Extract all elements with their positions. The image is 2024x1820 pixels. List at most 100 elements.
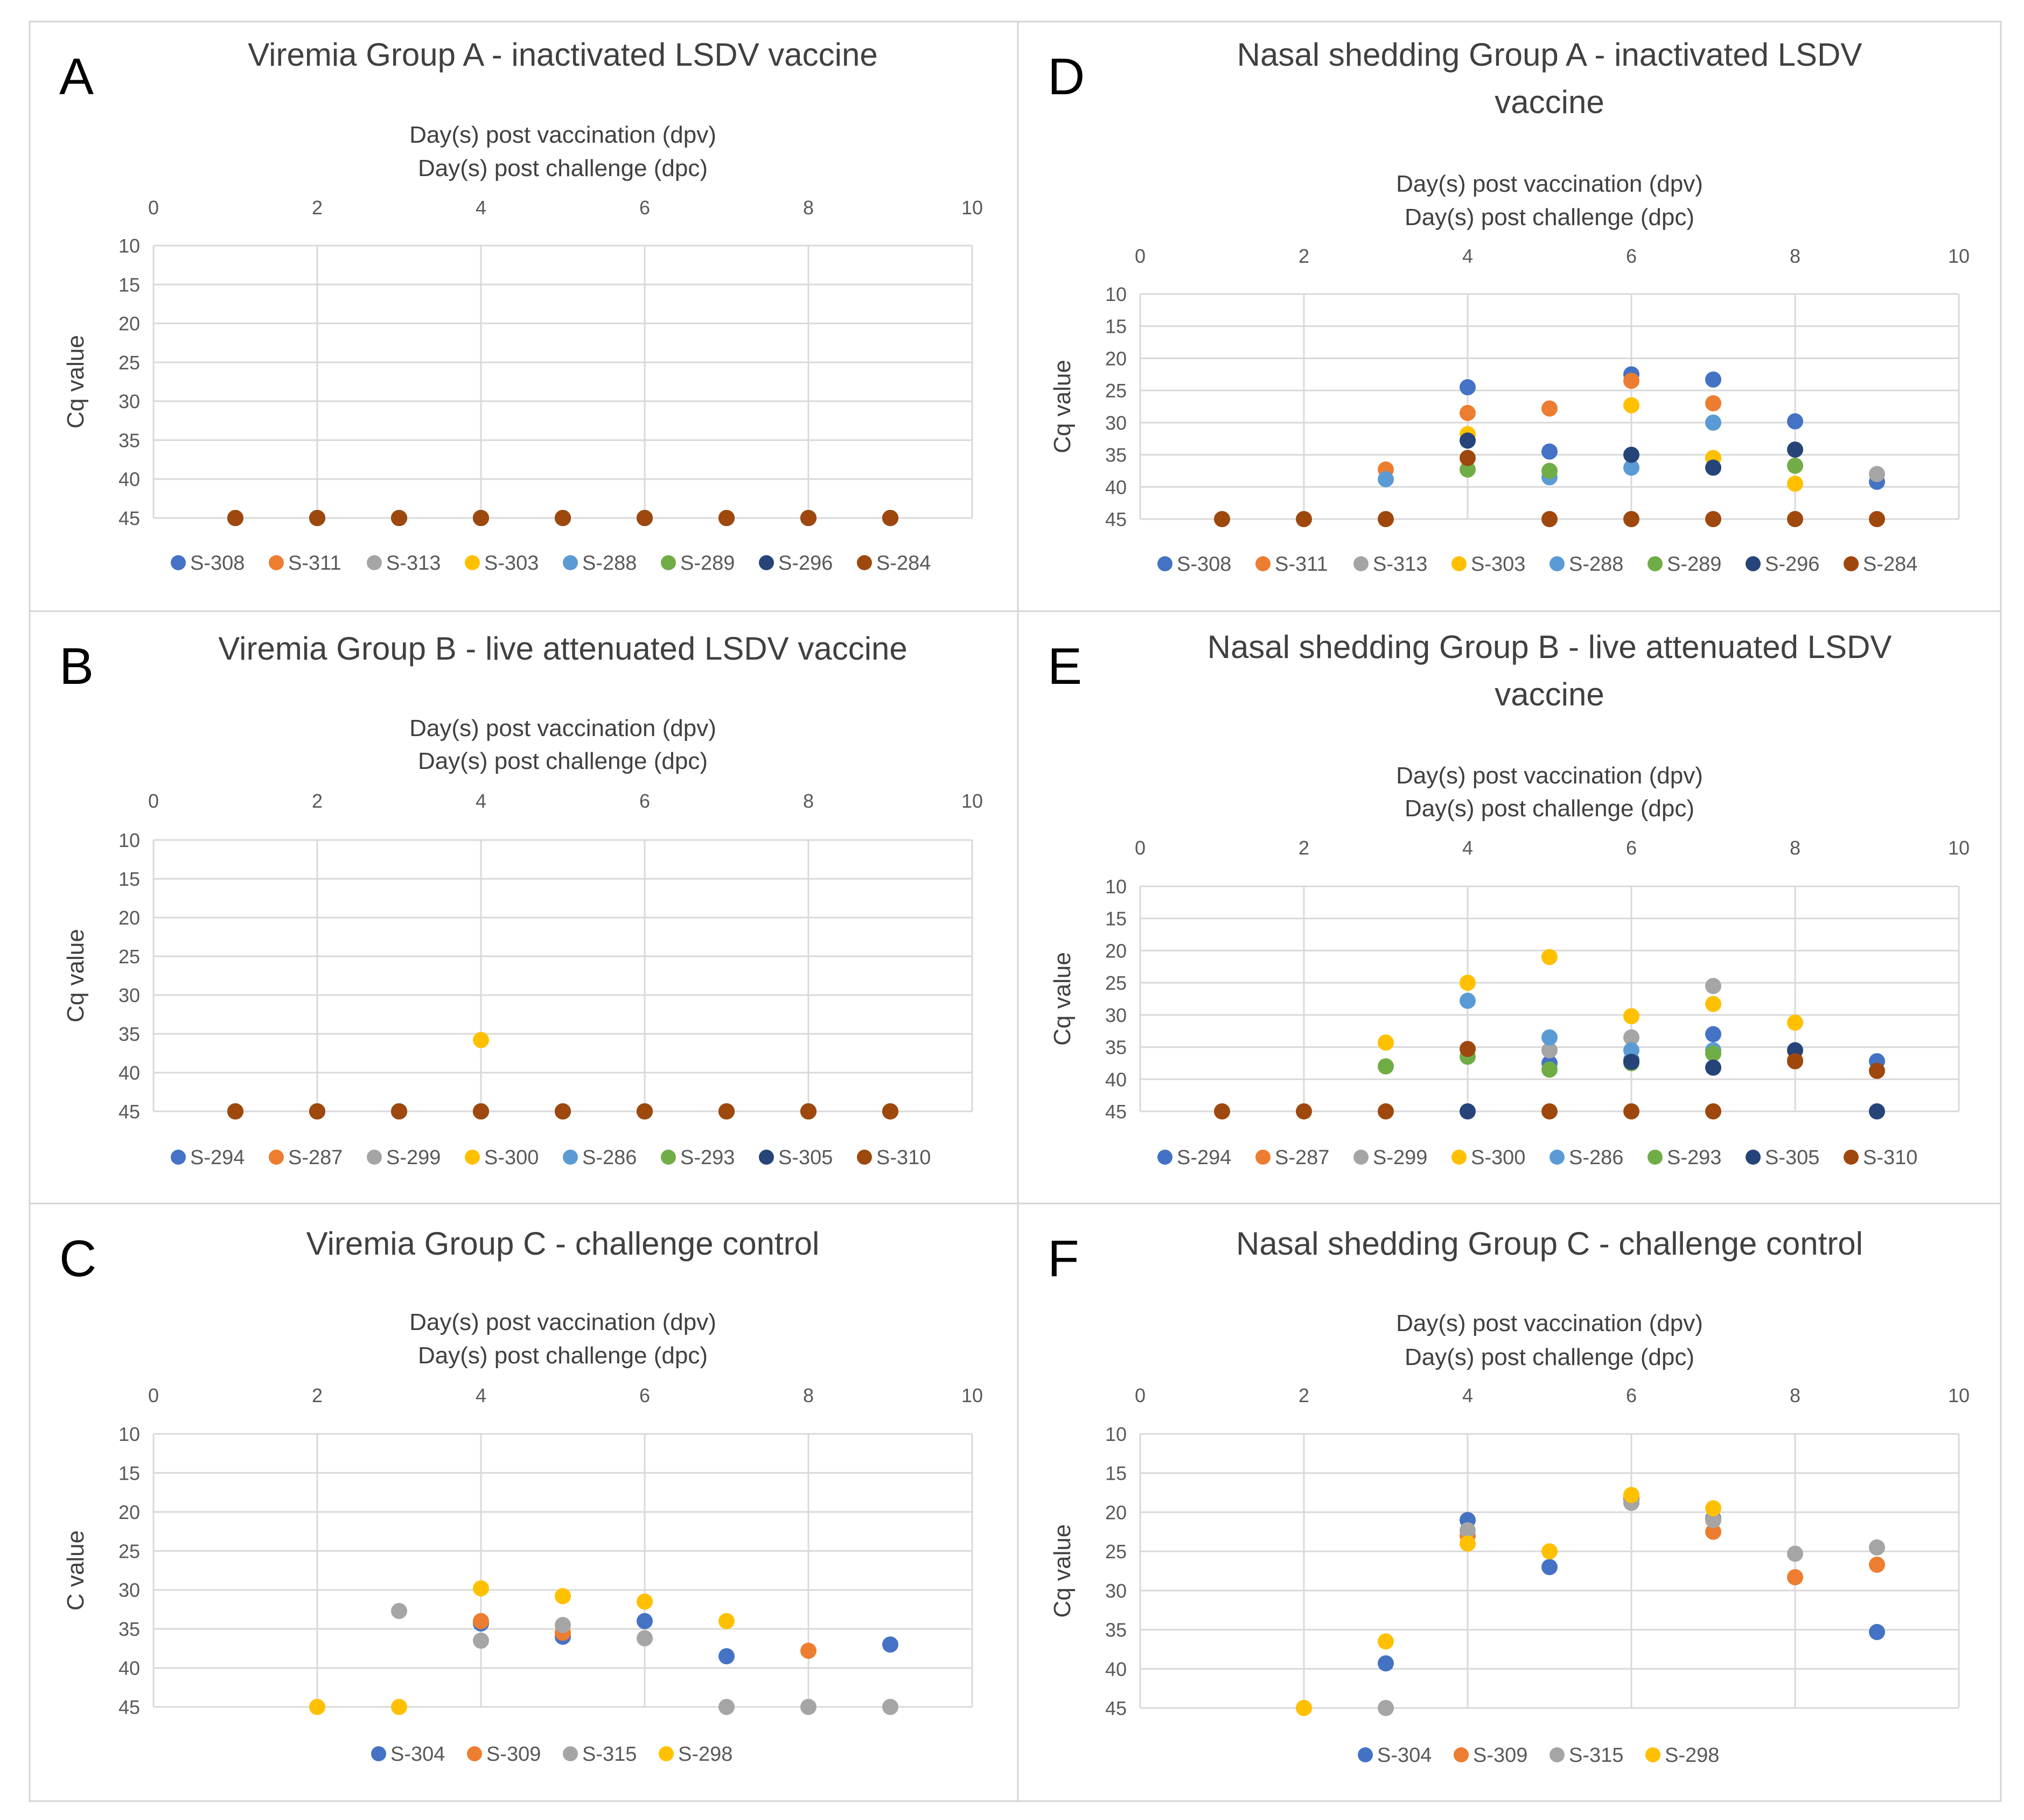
legend-marker (661, 1150, 676, 1165)
legend-marker (1157, 556, 1172, 571)
legend-label: S-310 (876, 1146, 931, 1169)
legend-marker (465, 1150, 480, 1165)
legend-label: S-287 (288, 1146, 343, 1169)
panel-e: E Nasal shedding Group B - live attenuate… (1017, 610, 2002, 1205)
x-tick-label: 8 (803, 1384, 814, 1406)
data-point-s-284 (1296, 511, 1312, 527)
legend-label: S-311 (288, 552, 341, 575)
data-point-s-293 (1705, 1045, 1721, 1062)
y-tick-label: 25 (118, 946, 140, 968)
data-point-s-298 (309, 1699, 325, 1715)
x-tick-label: 8 (1790, 245, 1800, 267)
data-point-s-296 (1705, 459, 1721, 476)
y-tick-label: 20 (118, 907, 140, 929)
chart-title: vaccine (1495, 84, 1604, 120)
panel-letter: A (59, 48, 94, 106)
y-axis-label: Cq value (62, 929, 89, 1023)
data-point-s-313 (1869, 466, 1885, 482)
legend-marker (367, 1150, 382, 1165)
data-point-s-289 (1460, 461, 1476, 478)
legend-label: S-308 (1177, 553, 1231, 576)
y-tick-label: 40 (1105, 1068, 1127, 1090)
y-tick-label: 40 (118, 1657, 140, 1679)
data-point-s-288 (1705, 414, 1721, 431)
x-tick-label: 0 (1135, 1384, 1146, 1406)
legend-marker (1645, 1747, 1660, 1762)
legend-label: S-296 (1765, 553, 1819, 576)
legend-marker (269, 1150, 284, 1165)
data-point-s-305 (1460, 1103, 1476, 1119)
data-point-s-315 (391, 1602, 407, 1619)
legend-label: S-293 (1667, 1146, 1721, 1169)
y-tick-label: 35 (1105, 444, 1127, 466)
y-tick-label: 40 (118, 1062, 140, 1084)
legend-marker (563, 555, 578, 570)
y-tick-label: 30 (1105, 1580, 1127, 1602)
y-axis-label: Cq value (1049, 1524, 1076, 1618)
y-tick-label: 35 (1105, 1619, 1127, 1641)
data-point-s-305 (1869, 1103, 1885, 1119)
x-tick-label: 0 (1135, 245, 1146, 267)
y-tick-label: 20 (1105, 940, 1127, 962)
data-point-s-298 (1460, 1535, 1476, 1552)
data-point-s-299 (1705, 978, 1721, 995)
data-point-s-310 (1378, 1103, 1394, 1119)
x-tick-label: 6 (1626, 1384, 1637, 1406)
legend-label: S-287 (1275, 1146, 1329, 1169)
legend-marker (1353, 556, 1369, 571)
y-tick-label: 15 (1105, 1462, 1127, 1485)
legend-label: S-293 (680, 1146, 735, 1169)
legend-label: S-303 (1471, 553, 1525, 576)
y-tick-label: 30 (118, 1579, 140, 1601)
data-point-s-288 (1623, 459, 1639, 476)
chart-title: Nasal shedding Group C - challenge contr… (1236, 1226, 1863, 1262)
y-tick-label: 35 (118, 429, 140, 451)
legend-label: S-299 (386, 1146, 441, 1169)
y-tick-label: 45 (1105, 1697, 1127, 1719)
legend-marker (1550, 1150, 1565, 1165)
x-tick-label: 0 (148, 1384, 159, 1406)
chart-title: Viremia Group A - inactivated LSDV vacci… (248, 37, 877, 73)
legend-marker (857, 555, 872, 570)
x-tick-label: 2 (312, 790, 323, 812)
panel-letter: D (1048, 48, 1085, 106)
x-tick-label: 2 (312, 197, 323, 219)
x-tick-label: 0 (1135, 837, 1146, 859)
data-point-s-315 (1705, 1511, 1721, 1528)
data-point-s-284 (1623, 511, 1639, 527)
legend-marker (1451, 1150, 1467, 1165)
data-point-s-303 (1623, 397, 1639, 414)
legend-marker (1454, 1747, 1469, 1762)
chart-title: Viremia Group B - live attenuated LSDV v… (218, 631, 908, 667)
data-point-s-298 (1541, 1543, 1558, 1560)
legend-label: S-311 (1275, 553, 1328, 576)
legend-marker (759, 1150, 774, 1165)
data-point-s-284 (1541, 511, 1558, 527)
data-point-s-284 (637, 510, 653, 526)
y-tick-label: 40 (1105, 476, 1127, 498)
y-tick-label: 40 (118, 468, 140, 491)
legend-marker (759, 555, 774, 570)
data-point-s-298 (555, 1588, 571, 1605)
data-point-s-284 (718, 510, 735, 526)
chart-title: Viremia Group C - challenge control (306, 1226, 820, 1262)
chart-title: vaccine (1495, 676, 1604, 712)
data-point-s-310 (882, 1103, 898, 1119)
legend-label: S-284 (1863, 553, 1917, 576)
data-point-s-310 (1214, 1103, 1230, 1119)
data-point-s-308 (1705, 371, 1721, 388)
data-point-s-293 (1541, 1061, 1558, 1078)
legend-label: S-304 (390, 1743, 445, 1766)
x-tick-label: 8 (803, 790, 814, 812)
data-point-s-284 (227, 510, 243, 526)
legend-label: S-313 (1373, 553, 1427, 576)
x-tick-label: 6 (1626, 837, 1637, 859)
y-tick-label: 25 (1105, 380, 1127, 402)
legend-marker (467, 1746, 482, 1761)
x-tick-label: 8 (803, 197, 814, 219)
x-axis-label-dpv: Day(s) post vaccination (dpv) (1396, 1310, 1703, 1336)
legend-marker (1255, 1150, 1271, 1165)
legend-marker (1844, 556, 1859, 571)
y-tick-label: 15 (118, 274, 140, 296)
x-axis-label-dpv: Day(s) post vaccination (dpv) (409, 122, 716, 148)
